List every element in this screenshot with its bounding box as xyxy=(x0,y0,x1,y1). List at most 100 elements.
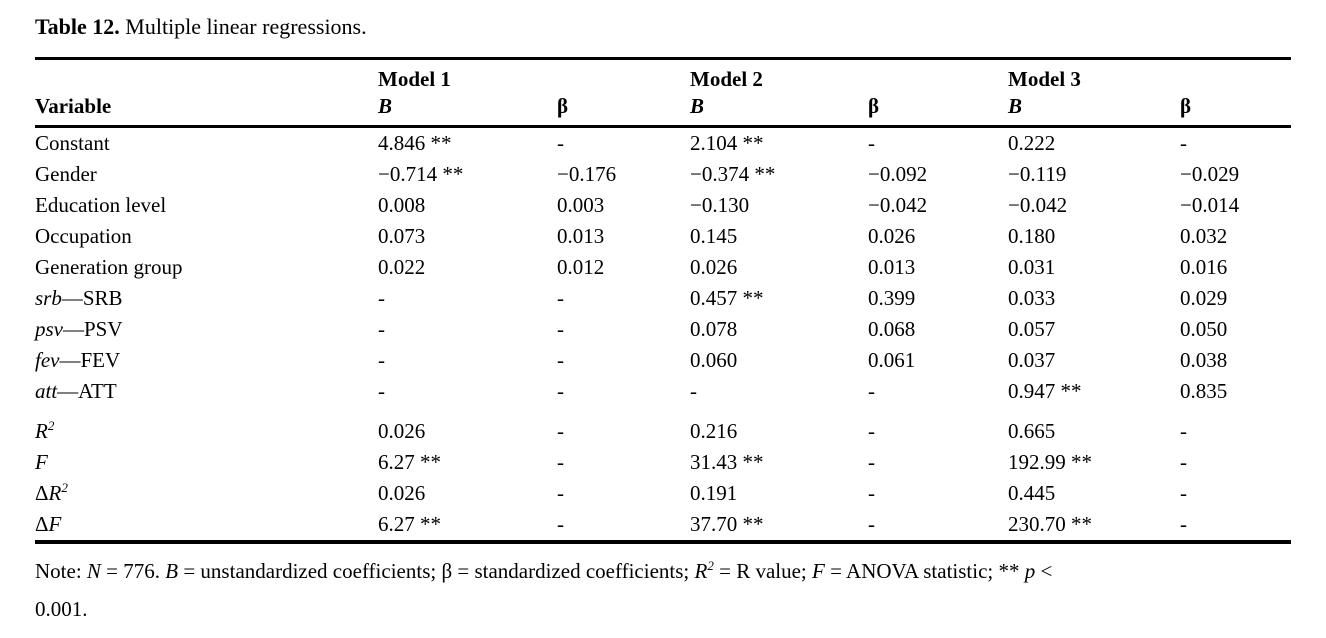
table-row: srb—SRB - - 0.457 ** 0.399 0.033 0.029 xyxy=(35,283,1291,314)
cell-value: 0.060 xyxy=(690,348,738,372)
cell-value: - xyxy=(868,481,875,505)
cell-value: 0.026 xyxy=(378,481,426,505)
cell-value: 0.012 xyxy=(557,255,605,279)
table-row: fev—FEV - - 0.060 0.061 0.037 0.038 xyxy=(35,345,1291,376)
cell-value: 2.104 ** xyxy=(690,131,764,155)
cell-value: - xyxy=(1180,481,1187,505)
cell-value: 0.222 xyxy=(1008,131,1056,155)
table-row: Education level 0.008 0.003 −0.130 −0.042 −0.… xyxy=(35,190,1291,221)
cell-value: −0.374 ** xyxy=(690,162,776,186)
cell-value: - xyxy=(378,317,385,341)
beta-column-header-model3: β xyxy=(1180,93,1291,128)
cell-value: - xyxy=(557,348,564,372)
row-label: F xyxy=(35,450,48,474)
cell-value: - xyxy=(557,286,564,310)
cell-value: 0.032 xyxy=(1180,224,1228,248)
table-row: ΔF 6.27 ** - 37.70 ** - 230.70 ** - xyxy=(35,509,1291,542)
cell-value: 31.43 ** xyxy=(690,450,764,474)
cell-value: −0.714 ** xyxy=(378,162,464,186)
cell-value: 0.073 xyxy=(378,224,426,248)
cell-value: - xyxy=(378,379,385,403)
row-label: srb—SRB xyxy=(35,286,123,310)
cell-value: −0.014 xyxy=(1180,193,1240,217)
cell-value: 0.026 xyxy=(868,224,916,248)
cell-value: - xyxy=(868,419,875,443)
cell-value: 0.665 xyxy=(1008,419,1056,443)
beta-column-header-model2: β xyxy=(868,93,1008,128)
model-2-header: Model 2 xyxy=(690,67,763,91)
row-label: Gender xyxy=(35,162,97,186)
cell-value: 0.057 xyxy=(1008,317,1056,341)
cell-value: −0.042 xyxy=(868,193,928,217)
row-label: ΔR2 xyxy=(35,480,68,505)
cell-value: - xyxy=(690,379,697,403)
row-label: att—ATT xyxy=(35,379,117,403)
cell-value: 0.180 xyxy=(1008,224,1056,248)
cell-value: 0.016 xyxy=(1180,255,1228,279)
table-row: Gender −0.714 ** −0.176 −0.374 ** −0.092 −0.1… xyxy=(35,159,1291,190)
cell-value: 192.99 ** xyxy=(1008,450,1092,474)
b-column-header-model2: B xyxy=(690,93,868,128)
cell-value: 6.27 ** xyxy=(378,512,441,536)
variable-column-header: Variable xyxy=(35,93,378,128)
cell-value: 0.061 xyxy=(868,348,916,372)
cell-value: 0.003 xyxy=(557,193,605,217)
cell-value: −0.029 xyxy=(1180,162,1240,186)
cell-value: 6.27 ** xyxy=(378,450,441,474)
cell-value: - xyxy=(1180,450,1187,474)
cell-value: 0.029 xyxy=(1180,286,1228,310)
regression-table: Model 1 Model 2 Model 3 Variable B β B β… xyxy=(35,57,1291,544)
cell-value: 0.038 xyxy=(1180,348,1228,372)
cell-value: 230.70 ** xyxy=(1008,512,1092,536)
cell-value: −0.042 xyxy=(1008,193,1068,217)
cell-value: 0.947 ** xyxy=(1008,379,1082,403)
cell-value: - xyxy=(378,348,385,372)
cell-value: 0.033 xyxy=(1008,286,1056,310)
cell-value: 0.835 xyxy=(1180,379,1228,403)
cell-value: 0.216 xyxy=(690,419,738,443)
cell-value: 0.008 xyxy=(378,193,426,217)
table-row: ΔR2 0.026 - 0.191 - 0.445 - xyxy=(35,478,1291,509)
cell-value: - xyxy=(557,512,564,536)
row-label: ΔF xyxy=(35,512,62,536)
table-row: psv—PSV - - 0.078 0.068 0.057 0.050 xyxy=(35,314,1291,345)
row-label: R2 xyxy=(35,418,55,443)
cell-value: 0.068 xyxy=(868,317,916,341)
cell-value: 0.026 xyxy=(690,255,738,279)
cell-value: - xyxy=(557,419,564,443)
cell-value: 0.191 xyxy=(690,481,738,505)
model-header-row: Model 1 Model 2 Model 3 xyxy=(35,59,1291,94)
row-label: Education level xyxy=(35,193,167,217)
cell-value: - xyxy=(868,379,875,403)
beta-column-header-model1: β xyxy=(557,93,690,128)
cell-value: - xyxy=(557,131,564,155)
cell-value: - xyxy=(557,379,564,403)
b-column-header-model3: B xyxy=(1008,93,1180,128)
cell-value: −0.119 xyxy=(1008,162,1067,186)
row-label: Occupation xyxy=(35,224,132,248)
cell-value: - xyxy=(557,481,564,505)
cell-value: - xyxy=(868,131,875,155)
cell-value: −0.092 xyxy=(868,162,928,186)
table-caption-text: Multiple linear regressions. xyxy=(119,14,367,39)
cell-value: - xyxy=(1180,131,1187,155)
table-row: R2 0.026 - 0.216 - 0.665 - xyxy=(35,407,1291,447)
table-row: Occupation 0.073 0.013 0.145 0.026 0.180 0.032 xyxy=(35,221,1291,252)
row-label: Generation group xyxy=(35,255,183,279)
cell-value: −0.176 xyxy=(557,162,617,186)
cell-value: −0.130 xyxy=(690,193,750,217)
table-caption: Table 12. Multiple linear regressions. xyxy=(35,13,1291,41)
b-column-header-model1: B xyxy=(378,93,557,128)
cell-value: - xyxy=(868,512,875,536)
empty-header-cell xyxy=(35,59,378,94)
cell-value: 4.846 ** xyxy=(378,131,452,155)
cell-value: 0.031 xyxy=(1008,255,1056,279)
cell-value: 37.70 ** xyxy=(690,512,764,536)
table-row: Generation group 0.022 0.012 0.026 0.013 0.03… xyxy=(35,252,1291,283)
cell-value: 0.022 xyxy=(378,255,426,279)
cell-value: - xyxy=(378,286,385,310)
cell-value: 0.399 xyxy=(868,286,916,310)
table-caption-number: Table 12. xyxy=(35,14,120,39)
cell-value: 0.445 xyxy=(1008,481,1056,505)
